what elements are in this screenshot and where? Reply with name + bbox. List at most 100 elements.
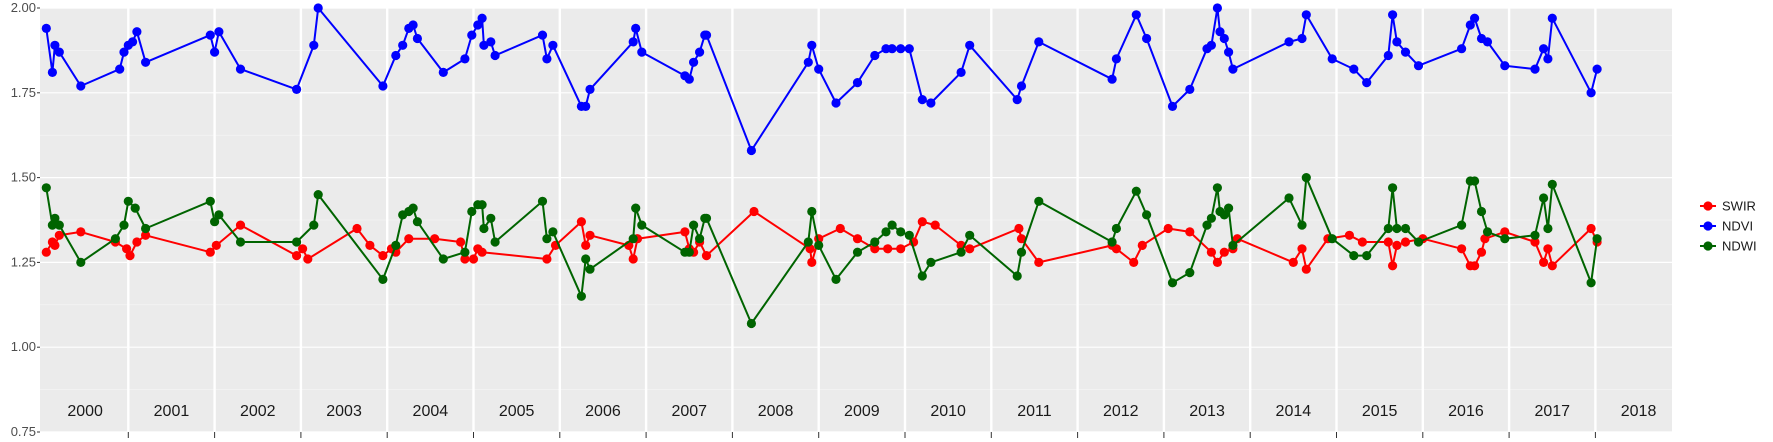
data-point (41, 23, 51, 33)
data-point (542, 254, 552, 264)
data-point (956, 247, 966, 257)
series-line (45, 176, 1599, 325)
data-point (1111, 54, 1121, 64)
data-point (303, 254, 313, 264)
data-point (1543, 244, 1553, 254)
data-point (1111, 223, 1121, 234)
data-point (1392, 223, 1402, 234)
data-point (1388, 183, 1398, 193)
data-point (548, 40, 558, 50)
data-point (1539, 193, 1549, 203)
data-point (1470, 176, 1480, 186)
data-point (467, 206, 477, 217)
data-point (1206, 247, 1216, 257)
data-point (47, 67, 58, 77)
data-point (309, 220, 319, 230)
year-label: 2013 (1189, 403, 1225, 420)
data-point (76, 257, 86, 267)
data-point (1012, 95, 1022, 105)
data-point (1383, 223, 1393, 234)
data-point (1297, 33, 1307, 44)
data-point (1206, 213, 1216, 223)
data-point (1586, 88, 1596, 98)
data-point (814, 240, 824, 250)
data-point (1185, 227, 1195, 237)
data-point (141, 223, 151, 234)
data-point (460, 247, 470, 257)
data-point (1228, 64, 1238, 74)
data-point (41, 183, 51, 193)
data-point (701, 213, 712, 223)
data-point (477, 13, 487, 23)
data-point (76, 227, 86, 237)
data-point (1392, 240, 1402, 250)
data-point (1219, 33, 1229, 44)
data-point (576, 291, 587, 301)
legend-label: NDWI (1722, 239, 1757, 254)
data-point (684, 74, 694, 84)
data-point (896, 227, 906, 237)
legend-label: SWIR (1722, 199, 1756, 214)
data-point (581, 101, 591, 111)
data-point (581, 240, 591, 250)
data-point (1457, 244, 1467, 254)
data-point (1543, 54, 1553, 64)
data-point (479, 40, 489, 50)
data-point (1142, 210, 1152, 220)
data-point (1400, 237, 1411, 247)
year-label: 2001 (154, 403, 190, 420)
data-point (412, 33, 422, 44)
data-point (460, 54, 470, 64)
data-point (128, 37, 138, 47)
data-point (870, 237, 880, 247)
data-point (41, 247, 51, 257)
data-point (292, 251, 302, 261)
data-point (378, 251, 388, 261)
data-point (313, 190, 323, 200)
data-point (637, 47, 647, 57)
data-point (1131, 10, 1141, 20)
data-point (130, 203, 140, 213)
data-point (309, 40, 319, 50)
y-tick-label: 2.00 (11, 0, 36, 15)
data-point (1476, 247, 1487, 257)
data-point (1142, 33, 1152, 44)
data-point (1547, 13, 1557, 23)
data-point (1301, 173, 1311, 183)
data-point (292, 84, 302, 94)
data-point (1500, 234, 1510, 244)
data-point (1476, 206, 1487, 217)
data-point (689, 220, 699, 230)
data-point (585, 84, 595, 94)
data-point (378, 274, 388, 284)
data-point (680, 227, 690, 237)
data-point (542, 54, 552, 64)
y-tick-label: 1.75 (11, 85, 36, 100)
year-label: 2002 (240, 403, 276, 420)
data-point (1206, 40, 1216, 50)
legend-item-ndvi: NDVI (1700, 219, 1753, 234)
data-point (1349, 64, 1359, 74)
year-label: 2006 (585, 403, 621, 420)
legend-item-swir: SWIR (1700, 199, 1756, 214)
data-point (1224, 47, 1234, 57)
data-point (852, 247, 863, 257)
data-point (585, 230, 595, 240)
data-point (119, 220, 129, 230)
data-point (1457, 220, 1467, 230)
data-point (637, 220, 647, 230)
data-point (132, 237, 142, 247)
year-label: 2017 (1534, 403, 1570, 420)
data-point (631, 203, 641, 213)
data-point (1016, 247, 1027, 257)
year-label: 2003 (326, 403, 362, 420)
year-label: 2018 (1621, 403, 1657, 420)
data-point (438, 254, 448, 264)
data-point (1470, 261, 1480, 271)
legend-item-ndwi: NDWI (1700, 239, 1757, 254)
data-point (1107, 237, 1117, 247)
data-point (50, 240, 60, 250)
data-point (1383, 50, 1393, 61)
data-point (831, 274, 841, 284)
data-point (930, 220, 940, 230)
